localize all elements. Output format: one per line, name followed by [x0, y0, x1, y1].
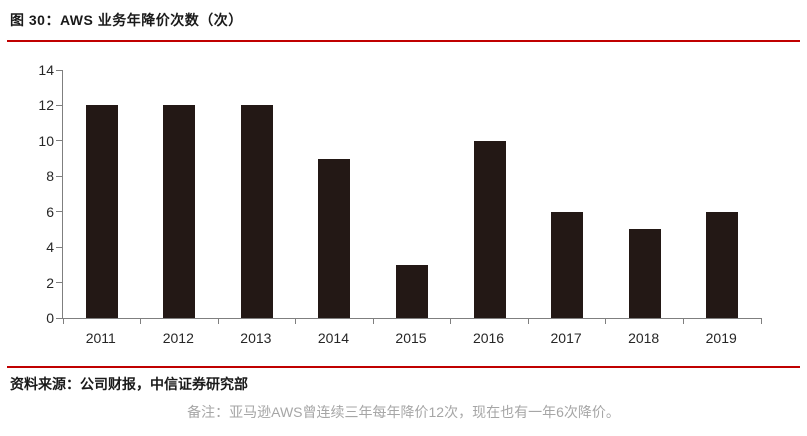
x-axis-label: 2019	[705, 330, 737, 346]
y-axis-tick	[56, 282, 62, 284]
bar-2016	[473, 140, 506, 318]
x-axis-label: 2013	[240, 330, 272, 346]
y-axis-label: 4	[46, 239, 54, 256]
x-axis-label: 2012	[162, 330, 194, 346]
x-axis-label: 2011	[85, 330, 116, 346]
x-axis-tick	[372, 318, 374, 324]
x-axis-tick	[527, 318, 529, 324]
plot-area	[56, 69, 762, 324]
y-axis-tick	[56, 317, 62, 319]
y-axis-tick	[56, 104, 62, 106]
y-axis-label: 8	[46, 168, 54, 185]
bar-2013	[240, 105, 273, 318]
y-axis-label: 6	[46, 203, 54, 220]
source-divider	[7, 366, 800, 368]
bar-2019	[706, 211, 739, 318]
y-axis-tick	[56, 246, 62, 248]
x-axis-tick	[760, 318, 762, 324]
x-axis-tick	[62, 318, 64, 324]
x-axis-tick	[217, 318, 219, 324]
bar-2012	[163, 105, 196, 318]
x-axis-label: 2016	[472, 330, 505, 346]
y-axis-label: 0	[46, 310, 54, 326]
bar-chart: 0 2 4 6 8 10 12 14 2011 2012 2013 2014 2015 2016 2017 2…	[0, 55, 807, 355]
bar-2017	[551, 211, 584, 318]
footnote-text: 备注：亚马逊AWS曾连续三年每年降价12次，现在也有一年6次降价。	[187, 404, 620, 420]
source-text: 资料来源：公司财报，中信证券研究部	[10, 376, 248, 392]
y-axis-tick	[56, 69, 62, 71]
y-axis-label: 10	[38, 132, 54, 149]
y-axis-tick	[56, 211, 62, 213]
y-axis-label: 14	[38, 62, 54, 78]
title-underline	[7, 40, 800, 42]
y-axis-tick	[56, 140, 62, 142]
x-axis-tick	[682, 318, 684, 324]
bar-2014	[318, 158, 351, 318]
y-axis-tick	[56, 175, 62, 177]
x-axis-label: 2018	[628, 330, 660, 346]
figure-title: 图 30：AWS 业务年降价次数（次）	[10, 12, 243, 28]
x-axis-tick	[450, 318, 452, 324]
bar-2011	[85, 105, 118, 318]
y-axis-label: 12	[38, 97, 54, 114]
x-axis-tick	[140, 318, 142, 324]
x-axis-label: 2014	[317, 330, 349, 346]
y-axis-label: 2	[46, 274, 54, 291]
x-axis-label: 2017	[550, 330, 582, 346]
x-axis-tick	[605, 318, 607, 324]
x-axis-label: 2015	[395, 330, 427, 346]
x-axis-tick	[295, 318, 297, 324]
bar-2018	[628, 229, 661, 318]
bar-2015	[396, 264, 428, 318]
